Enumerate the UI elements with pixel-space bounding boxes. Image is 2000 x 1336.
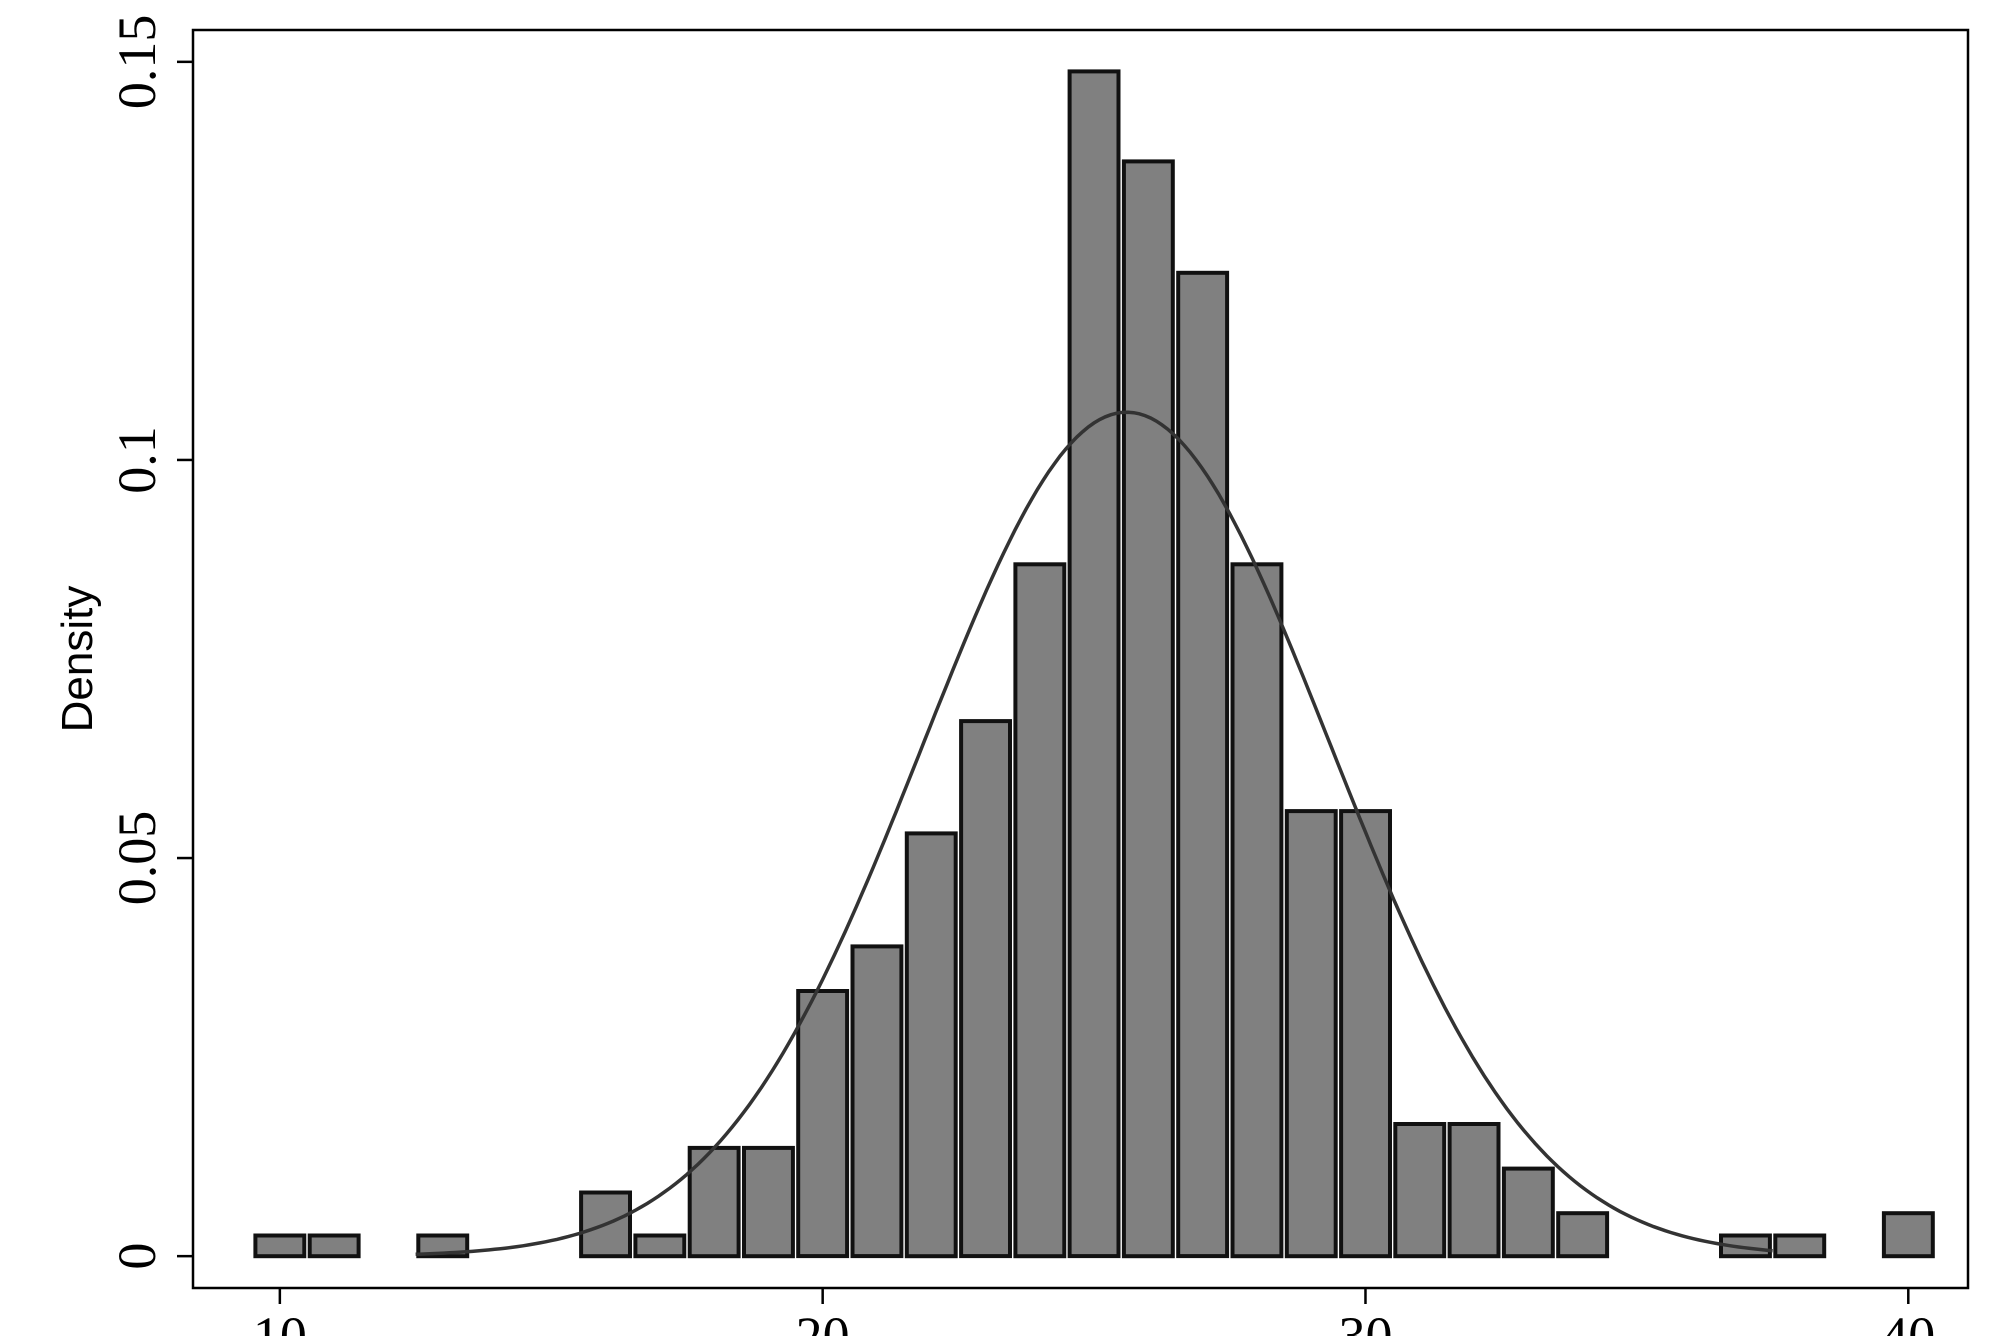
- x-tick-label: 40: [1881, 1306, 1935, 1336]
- histogram-bar-16: [1284, 809, 1338, 1259]
- histogram-bar-24: [1881, 1211, 1935, 1259]
- y-tick-label: 0: [107, 1243, 167, 1270]
- y-tick-label: 0.1: [107, 426, 167, 494]
- y-axis-title: Density: [53, 586, 102, 733]
- histogram-bar-11: [1013, 562, 1067, 1259]
- histogram-bar-18: [1393, 1122, 1447, 1259]
- histogram-bar-0: [253, 1233, 307, 1259]
- histogram-bar-8: [850, 944, 904, 1259]
- histogram-bar-19: [1447, 1122, 1501, 1259]
- y-axis: 0 0.05 0.1 0.15: [107, 15, 193, 1270]
- histogram-bar-10: [959, 719, 1012, 1259]
- histogram-bar-23: [1773, 1233, 1827, 1259]
- normal-density-curve: [415, 410, 1773, 1257]
- x-tick-label: 20: [796, 1306, 850, 1336]
- histogram-bar-14: [1176, 270, 1230, 1259]
- histogram-bar-20: [1501, 1166, 1555, 1259]
- histogram-bar-17: [1339, 809, 1392, 1259]
- histogram-bar-6: [742, 1145, 795, 1259]
- histogram-bar-9: [904, 831, 958, 1259]
- y-tick-label: 0.15: [107, 15, 167, 110]
- histogram-bar-1: [307, 1233, 361, 1259]
- x-axis: 10 20 30 40: [253, 1288, 1935, 1336]
- x-tick-label: 30: [1338, 1306, 1392, 1336]
- histogram-bar-15: [1230, 562, 1284, 1259]
- histogram-bars: [253, 69, 1935, 1259]
- histogram-bar-21: [1556, 1211, 1610, 1259]
- y-tick-label: 0.05: [107, 811, 167, 906]
- histogram-bar-4: [633, 1233, 687, 1259]
- x-tick-label: 10: [253, 1306, 307, 1336]
- histogram-bar-12: [1067, 69, 1121, 1259]
- histogram-bar-7: [796, 989, 850, 1259]
- plot-area-frame: [191, 28, 1970, 1290]
- histogram-bar-13: [1121, 159, 1175, 1259]
